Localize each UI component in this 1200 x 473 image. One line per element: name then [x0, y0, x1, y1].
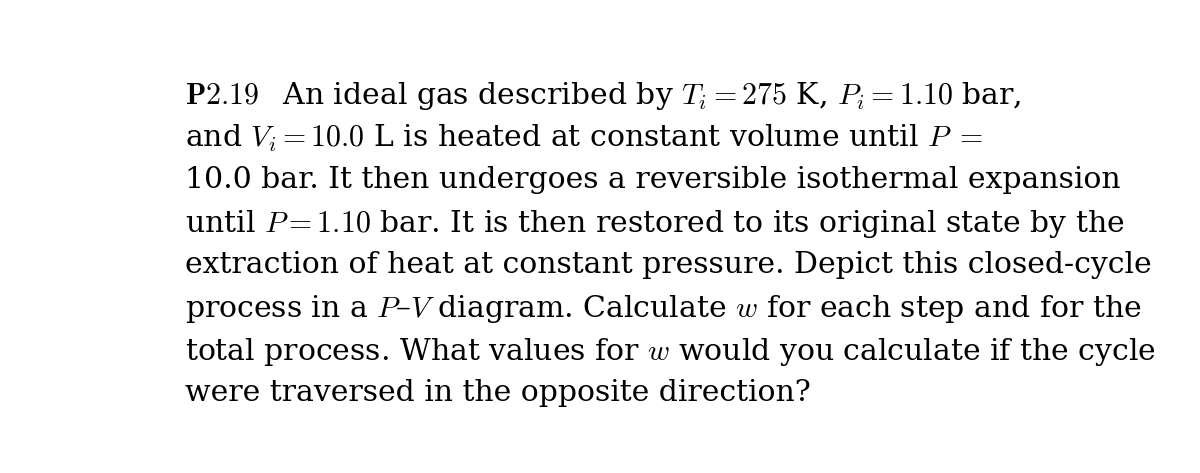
Text: until $P = 1.10$ bar. It is then restored to its original state by the: until $P = 1.10$ bar. It is then restore…	[185, 208, 1124, 240]
Text: $\mathbf{P2.19}\;\;$ An ideal gas described by $T_i = 275$ K, $P_i = 1.10$ bar,: $\mathbf{P2.19}\;\;$ An ideal gas descri…	[185, 80, 1022, 113]
Text: were traversed in the opposite direction?: were traversed in the opposite direction…	[185, 379, 811, 407]
Text: extraction of heat at constant pressure. Depict this closed-cycle: extraction of heat at constant pressure.…	[185, 251, 1152, 279]
Text: 10.0 bar. It then undergoes a reversible isothermal expansion: 10.0 bar. It then undergoes a reversible…	[185, 166, 1121, 193]
Text: process in a $P$–$V$ diagram. Calculate $w$ for each step and for the: process in a $P$–$V$ diagram. Calculate …	[185, 293, 1142, 325]
Text: and $V_i = 10.0$ L is heated at constant volume until $P\; =$: and $V_i = 10.0$ L is heated at constant…	[185, 123, 983, 154]
Text: total process. What values for $w$ would you calculate if the cycle: total process. What values for $w$ would…	[185, 336, 1157, 368]
